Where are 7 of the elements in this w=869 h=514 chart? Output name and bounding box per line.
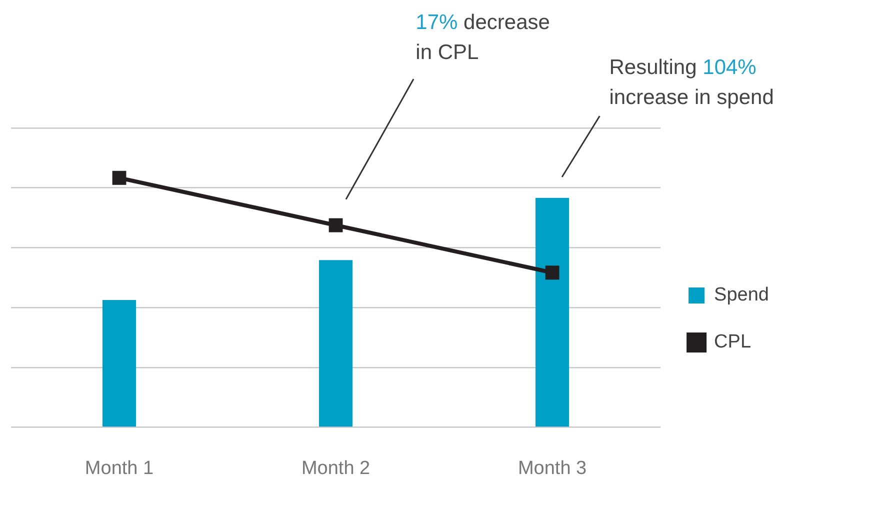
x-tick-label: Month 3	[518, 458, 587, 479]
text: 17% decrease in CPL	[416, 11, 550, 64]
x-tick-label: Month 2	[301, 458, 370, 479]
text: Resulting 104% increase in spend	[609, 56, 774, 110]
legend-label: Spend	[714, 284, 770, 306]
x-tick-label: Month 1	[84, 458, 154, 479]
legend-label: CPL	[714, 332, 752, 353]
